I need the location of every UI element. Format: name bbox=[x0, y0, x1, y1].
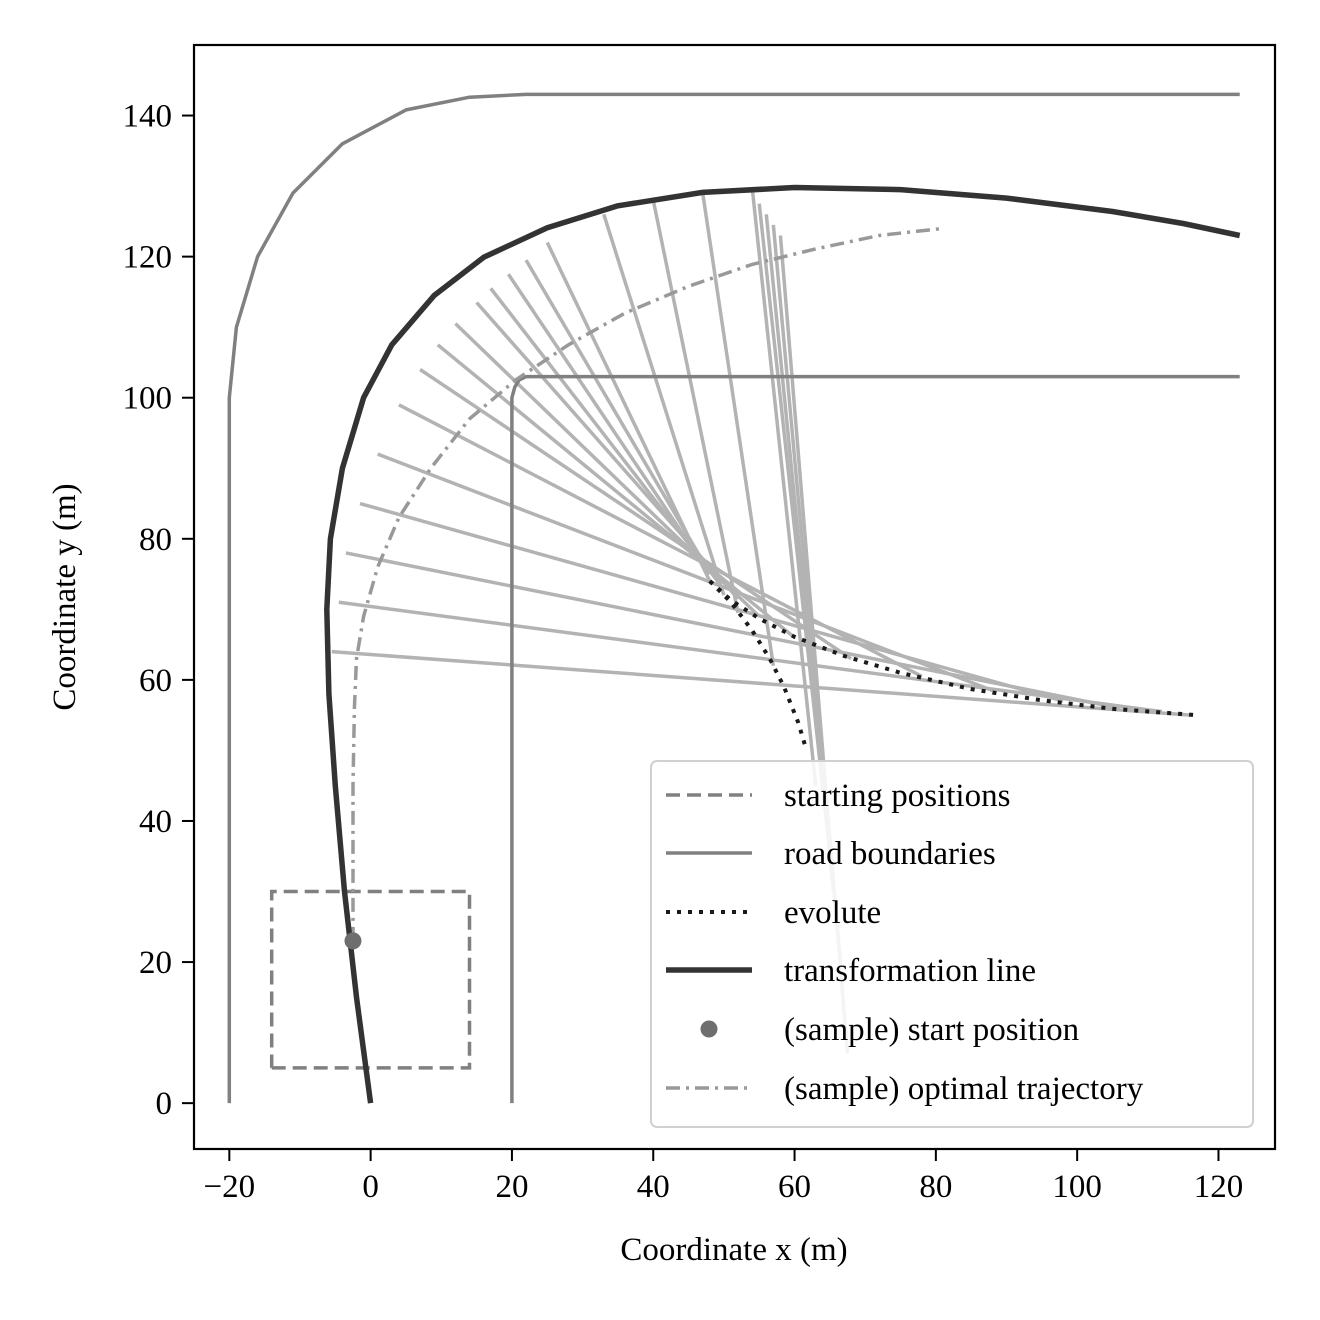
transformation-line bbox=[324, 184, 1241, 1104]
normal-line bbox=[545, 241, 712, 582]
evolute-line bbox=[708, 579, 1198, 718]
road-boundary-outer bbox=[227, 92, 1240, 1104]
x-axis: −20 0 20 40 60 80 100 120 bbox=[204, 1149, 1244, 1205]
x-tick-label: 100 bbox=[1052, 1169, 1102, 1205]
plot-frame bbox=[192, 43, 1277, 1151]
normal-line bbox=[602, 213, 726, 596]
legend-label-start-position: (sample) start position bbox=[784, 1012, 1079, 1048]
x-tick-label: 40 bbox=[637, 1169, 670, 1205]
normal-line bbox=[377, 452, 994, 693]
y-tick-label: 0 bbox=[156, 1086, 173, 1122]
legend-label-optimal-trajectory: (sample) optimal trajectory bbox=[784, 1071, 1144, 1107]
normal-line bbox=[750, 187, 818, 786]
x-tick-label: 0 bbox=[362, 1169, 379, 1205]
y-tick-label: 60 bbox=[139, 663, 172, 699]
normal-line bbox=[331, 649, 1191, 717]
legend-swatch-start-position bbox=[700, 1020, 718, 1038]
legend-label-evolute: evolute bbox=[784, 895, 881, 931]
legend-frame bbox=[650, 760, 1254, 1128]
evolute-line bbox=[708, 579, 809, 751]
x-tick-label: 20 bbox=[495, 1169, 528, 1205]
road-boundary-inner bbox=[510, 374, 1240, 1104]
normal-line bbox=[506, 273, 712, 576]
x-tick-label: 80 bbox=[919, 1169, 952, 1205]
legend: starting positions road boundaries evolu… bbox=[650, 760, 1254, 1128]
normal-line bbox=[524, 259, 708, 568]
y-tick-label: 100 bbox=[123, 381, 173, 417]
normal-line bbox=[419, 368, 853, 661]
legend-label-starting-positions: starting positions bbox=[784, 778, 1010, 814]
normal-line bbox=[398, 403, 923, 678]
normal-line bbox=[651, 199, 740, 614]
y-tick-label: 120 bbox=[123, 240, 173, 276]
normal-line bbox=[700, 192, 776, 667]
x-tick-label: 60 bbox=[778, 1169, 811, 1205]
y-axis-label: Coordinate y (m) bbox=[47, 483, 83, 710]
x-axis-label: Coordinate x (m) bbox=[620, 1232, 847, 1268]
normal-line bbox=[338, 600, 1163, 714]
y-tick-label: 20 bbox=[139, 945, 172, 981]
start-position-marker bbox=[344, 932, 362, 950]
optimal-trajectory-line bbox=[351, 226, 944, 941]
x-tick-label: −20 bbox=[204, 1169, 256, 1205]
legend-label-road-boundaries: road boundaries bbox=[784, 836, 996, 872]
x-tick-label: 120 bbox=[1194, 1169, 1244, 1205]
y-tick-label: 80 bbox=[139, 522, 172, 558]
legend-label-transformation-line: transformation line bbox=[784, 953, 1036, 989]
y-tick-label: 140 bbox=[123, 99, 173, 135]
y-axis: 0 20 40 60 80 100 120 140 bbox=[123, 99, 194, 1122]
normal-line bbox=[359, 501, 1064, 703]
starting-positions-box bbox=[269, 889, 472, 1070]
y-tick-label: 40 bbox=[139, 804, 172, 840]
